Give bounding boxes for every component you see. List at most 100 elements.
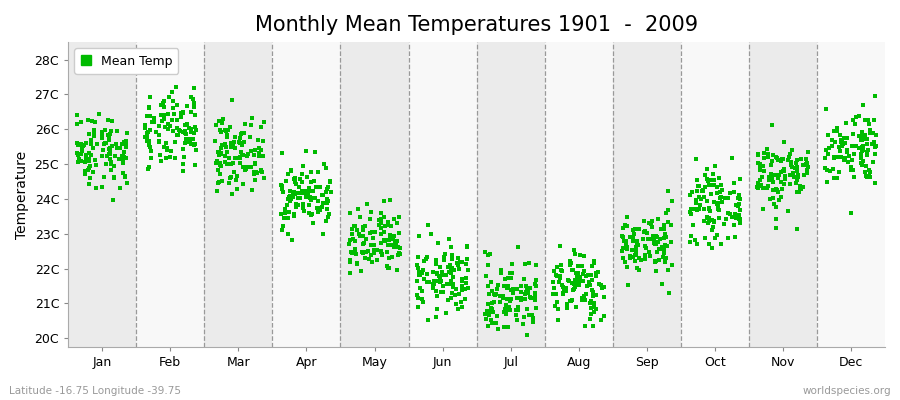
Point <box>518 276 532 282</box>
Point <box>479 272 493 279</box>
Point <box>848 121 862 127</box>
Point <box>756 163 770 169</box>
Point <box>413 272 428 278</box>
Point <box>484 287 499 294</box>
Point <box>322 178 337 185</box>
Point <box>187 84 202 91</box>
Point <box>235 152 249 159</box>
Point <box>278 210 293 216</box>
Point <box>792 183 806 189</box>
Point <box>818 155 832 162</box>
Point <box>727 214 742 220</box>
Point <box>446 266 461 273</box>
Point <box>424 231 438 238</box>
Point <box>773 168 788 175</box>
Point <box>227 139 241 145</box>
Point <box>154 102 168 108</box>
Point <box>410 278 424 284</box>
Point <box>445 290 459 297</box>
Point <box>827 154 842 160</box>
Point <box>707 182 722 189</box>
Point <box>161 111 176 118</box>
Point <box>820 179 834 185</box>
Point <box>311 184 326 190</box>
Point <box>366 235 381 242</box>
Point <box>345 250 359 256</box>
Point <box>511 244 526 250</box>
Point <box>176 160 191 167</box>
Point <box>214 145 229 151</box>
Point <box>322 211 337 217</box>
Point <box>801 164 815 171</box>
Point <box>302 194 317 200</box>
Point <box>498 324 512 330</box>
Point <box>458 286 473 292</box>
Point <box>110 128 124 135</box>
Point <box>377 236 392 243</box>
Point <box>520 306 535 312</box>
Point <box>428 281 442 287</box>
Point <box>348 250 363 256</box>
Point <box>238 166 253 172</box>
Point <box>587 309 601 315</box>
Point <box>489 291 503 298</box>
Point <box>244 164 258 171</box>
Point <box>713 194 727 201</box>
Point <box>658 242 672 249</box>
Bar <box>477 42 544 347</box>
Point <box>661 219 675 225</box>
Point <box>867 117 881 124</box>
Point <box>578 323 592 329</box>
Point <box>375 252 390 258</box>
Point <box>585 277 599 284</box>
Point <box>765 121 779 128</box>
Point <box>451 255 465 261</box>
Point <box>287 211 302 218</box>
Point <box>522 260 536 266</box>
Point <box>382 237 396 243</box>
Point <box>840 146 854 153</box>
Point <box>594 317 608 323</box>
Point <box>392 250 407 256</box>
Point <box>410 254 425 260</box>
Point <box>657 222 671 228</box>
Point <box>509 286 524 292</box>
Point <box>420 222 435 228</box>
Point <box>830 127 844 134</box>
Point <box>252 153 266 159</box>
Point <box>298 190 312 196</box>
Point <box>835 137 850 144</box>
Point <box>107 174 122 180</box>
Point <box>699 198 714 204</box>
Point <box>800 162 814 168</box>
Point <box>582 282 597 288</box>
Point <box>311 198 326 205</box>
Point <box>838 139 852 146</box>
Point <box>696 188 710 194</box>
Point <box>847 150 861 157</box>
Point <box>716 220 731 227</box>
Point <box>101 131 115 138</box>
Point <box>504 296 518 302</box>
Point <box>783 151 797 157</box>
Point <box>89 141 104 147</box>
Point <box>728 234 742 240</box>
Point <box>715 199 729 205</box>
Point <box>382 234 397 241</box>
Point <box>356 240 371 247</box>
Point <box>504 275 518 282</box>
Point <box>717 195 732 202</box>
Point <box>529 277 544 284</box>
Point <box>430 240 445 246</box>
Point <box>485 306 500 312</box>
Point <box>559 284 573 291</box>
Point <box>209 160 223 166</box>
Point <box>440 281 454 287</box>
Point <box>646 236 661 242</box>
Point <box>733 216 747 222</box>
Point <box>616 224 630 231</box>
Point <box>86 133 101 139</box>
Point <box>830 174 844 181</box>
Point <box>429 314 444 320</box>
Point <box>649 233 663 240</box>
